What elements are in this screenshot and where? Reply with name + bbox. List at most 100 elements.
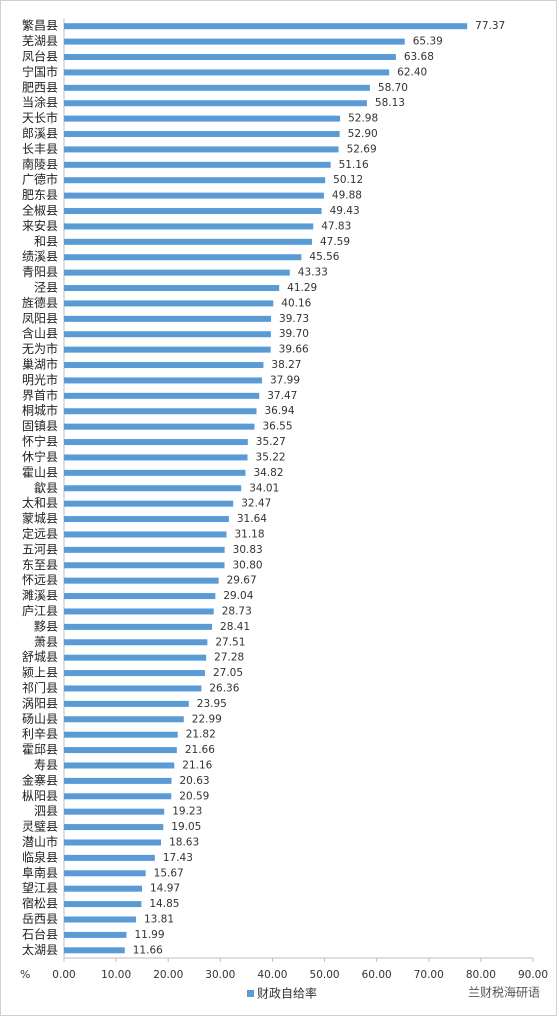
- bar: [64, 346, 271, 353]
- y-tick-label: 固镇县: [22, 419, 58, 433]
- y-tick-label: 祁门县: [22, 680, 58, 695]
- y-tick-label: 肥东县: [22, 188, 58, 202]
- data-label: 51.16: [339, 159, 369, 171]
- y-tick-label: 泗县: [34, 804, 58, 818]
- y-tick-label: 旌德县: [22, 295, 58, 310]
- bar: [64, 747, 177, 754]
- y-tick-label: 含山县: [22, 326, 58, 341]
- y-tick-label: 枞阳县: [22, 789, 58, 803]
- y-tick-label: 凤阳县: [22, 311, 58, 325]
- bar: [64, 161, 331, 168]
- bar: [64, 23, 468, 30]
- bar: [64, 947, 125, 954]
- data-label: 35.22: [256, 451, 286, 463]
- bar: [64, 131, 340, 138]
- bar: [64, 700, 189, 707]
- y-tick-label: 休宁县: [22, 449, 58, 464]
- data-label: 58.70: [378, 82, 408, 94]
- y-tick-label: 天长市: [22, 110, 58, 125]
- y-tick-label: 长丰县: [22, 142, 58, 156]
- y-tick-label: 歙县: [34, 480, 58, 495]
- watermark: 兰财税海研语: [468, 985, 540, 1000]
- data-label: 40.16: [281, 297, 311, 309]
- data-label: 26.36: [209, 682, 239, 694]
- bar: [64, 931, 127, 938]
- data-label: 39.70: [279, 328, 309, 340]
- data-label: 41.29: [287, 282, 317, 294]
- bar: [64, 870, 146, 877]
- bar: [64, 685, 202, 692]
- data-label: 45.56: [309, 251, 339, 263]
- y-tick-label: 当涂县: [22, 95, 58, 110]
- bar: [64, 115, 341, 122]
- bar: [64, 69, 390, 76]
- y-tick-label: 来安县: [22, 218, 58, 233]
- y-tick-label: 石台县: [22, 926, 58, 941]
- y-tick-label: 泾县: [34, 281, 58, 295]
- bar: [64, 439, 248, 446]
- data-label: 18.63: [169, 836, 199, 848]
- bar: [64, 824, 164, 831]
- y-tick-label: 凤台县: [22, 49, 58, 64]
- y-tick-label: 涡阳县: [22, 696, 58, 710]
- bar: [64, 84, 370, 91]
- data-label: 31.18: [234, 528, 264, 540]
- bar: [64, 454, 248, 461]
- bar: [64, 623, 213, 630]
- bar: [64, 901, 142, 908]
- data-label: 13.81: [144, 913, 174, 925]
- bar: [64, 500, 234, 507]
- data-label: 29.67: [227, 575, 257, 587]
- data-label: 28.73: [222, 605, 252, 617]
- bar: [64, 762, 175, 769]
- y-tick-label: 蒙城县: [22, 512, 58, 526]
- y-tick-label: 五河县: [22, 542, 58, 556]
- bar: [64, 777, 172, 784]
- bar: [64, 593, 216, 600]
- bar: [64, 562, 225, 569]
- x-tick-label: 50.00: [310, 969, 340, 981]
- bar: [64, 285, 280, 292]
- y-tick-label: 萧县: [34, 635, 58, 649]
- y-tick-label: 宿松县: [22, 896, 58, 911]
- x-tick-label: 90.00: [518, 969, 548, 981]
- data-label: 50.12: [333, 174, 363, 186]
- data-label: 14.97: [150, 883, 180, 895]
- y-tick-label: 霍山县: [22, 465, 58, 479]
- bar: [64, 146, 339, 153]
- y-tick-label: 宁国市: [22, 64, 58, 79]
- legend-label: 财政自给率: [257, 986, 317, 1001]
- data-label: 58.13: [375, 97, 405, 109]
- y-tick-label: 舒城县: [22, 650, 58, 664]
- data-label: 47.83: [321, 220, 351, 232]
- data-label: 34.82: [253, 467, 283, 479]
- data-label: 19.05: [171, 821, 201, 833]
- bar: [64, 916, 136, 923]
- y-tick-label: 青阳县: [22, 265, 58, 279]
- data-label: 36.94: [264, 405, 294, 417]
- y-tick-label: 和县: [34, 234, 58, 248]
- data-label: 27.05: [213, 667, 243, 679]
- y-tick-label: 岳西县: [22, 912, 58, 926]
- data-label: 52.69: [347, 143, 377, 155]
- x-tick-label: 40.00: [257, 969, 287, 981]
- data-label: 37.47: [267, 390, 297, 402]
- y-tick-label: 砀山县: [22, 712, 58, 726]
- y-tick-label: 灵璧县: [22, 819, 58, 834]
- bar: [64, 516, 229, 523]
- data-label: 34.01: [249, 482, 279, 494]
- legend-swatch: [247, 990, 254, 997]
- y-tick-label: 濉溪县: [22, 588, 58, 603]
- bar: [64, 854, 155, 861]
- bar: [64, 531, 227, 538]
- data-label: 47.59: [320, 236, 350, 248]
- bar: [64, 731, 178, 738]
- data-label: 30.83: [233, 544, 263, 556]
- data-label: 27.28: [214, 652, 244, 664]
- bar: [64, 716, 184, 723]
- y-tick-label: 巢湖市: [22, 357, 58, 372]
- data-label: 28.41: [220, 621, 250, 633]
- data-label: 27.51: [215, 636, 245, 648]
